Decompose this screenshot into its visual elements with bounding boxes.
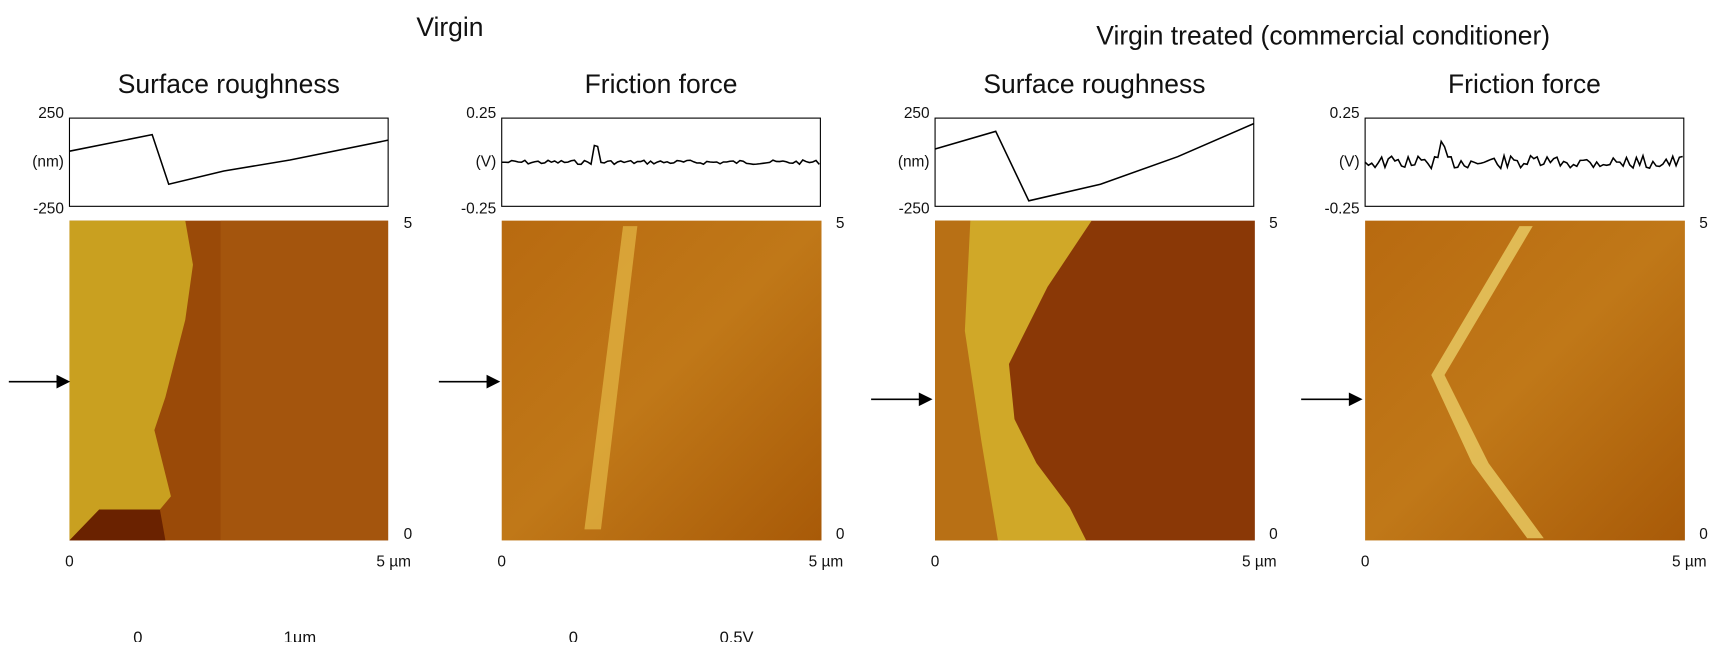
scale-label: 0 (1269, 526, 1278, 543)
profile-axis-label: 0.25 (1330, 105, 1360, 122)
profile-box (501, 117, 821, 207)
scale-label: 5 (404, 215, 413, 232)
profile-box (68, 117, 389, 207)
scale-label: 5 µm (1242, 554, 1277, 571)
profile-line (501, 144, 820, 166)
afm-image (501, 220, 822, 541)
arrow (8, 374, 1363, 407)
panel-title: Surface roughness (983, 69, 1205, 99)
profile-line (934, 122, 1255, 202)
scale-label: 0 (497, 554, 506, 571)
profile-axis-label: (V) (1339, 153, 1360, 170)
panel-title: Surface roughness (118, 69, 340, 99)
afm-image (69, 220, 389, 541)
profile-axis-label: (V) (476, 153, 497, 170)
panel-title: Friction force (1448, 69, 1601, 99)
profile-axis-label: 250 (38, 105, 64, 122)
profile-axis-label: 0.25 (466, 105, 496, 122)
profile-axis-label: (nm) (32, 153, 64, 170)
scale-label: 5 (1269, 215, 1278, 232)
profile-line (1364, 139, 1683, 171)
profile-axis-label: -0.25 (1324, 201, 1359, 218)
scale-label: 0 (836, 526, 845, 543)
scale-label: 0 (404, 526, 413, 543)
scale-label: 5 µm (1672, 554, 1707, 571)
afm-image (935, 220, 1255, 541)
heading: Virgin treated (commercial conditioner) (1096, 21, 1550, 51)
scale-label: 5 (836, 215, 845, 232)
colorbar-label: 0 (133, 628, 142, 642)
colorbar-label: 0.5V (720, 628, 754, 642)
panel-title: Friction force (585, 69, 738, 99)
profile-axis-label: (nm) (898, 153, 930, 170)
heading: Virgin (416, 12, 483, 42)
colorbar-label: 1µm (284, 628, 317, 642)
scale-label: 5 µm (809, 554, 844, 571)
profile-axis-label: -250 (33, 201, 64, 218)
profile-line (69, 133, 389, 186)
profile-axis-label: -0.25 (461, 201, 496, 218)
profile-axis-label: -250 (899, 201, 930, 218)
scale-label: 5 (1699, 215, 1708, 232)
colorbar-label: 0 (569, 628, 578, 642)
profile-axis-label: 250 (904, 105, 930, 122)
scale-label: 0 (1699, 526, 1708, 543)
scale-label: 0 (1361, 554, 1370, 571)
afm-image (1365, 220, 1685, 541)
scale-label: 5 µm (376, 554, 411, 571)
profile-box (1364, 117, 1685, 207)
profile-box (934, 117, 1255, 207)
scale-label: 0 (931, 554, 940, 571)
scale-label: 0 (65, 554, 74, 571)
